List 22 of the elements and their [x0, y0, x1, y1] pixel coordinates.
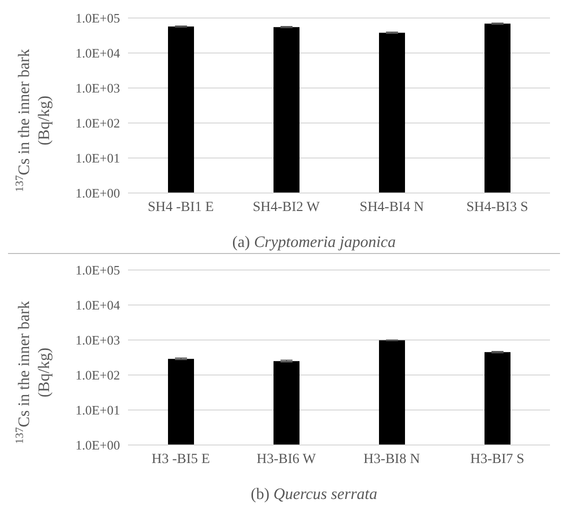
x-tick-label: H3-BI6 W — [256, 452, 317, 467]
x-tick-label: H3-BI7 S — [470, 452, 524, 467]
y-tick-label: 1.0E+01 — [75, 402, 120, 418]
y-tick-label: 1.0E+05 — [75, 262, 120, 278]
y-tick-label: 1.0E+04 — [75, 46, 120, 61]
y-tick-label: 1.0E+05 — [75, 10, 120, 26]
x-axis-title: (a) Cryptomeria japonica — [232, 234, 396, 251]
x-tick-label: H3-BI8 N — [364, 452, 420, 467]
x-axis-title: (b) Quercus serrata — [250, 486, 378, 503]
y-tick-label: 1.0E+04 — [75, 298, 120, 313]
y-tick-label: 1.0E+03 — [75, 80, 120, 96]
y-tick-label: 1.0E+02 — [75, 368, 120, 383]
y-tick-label: 1.0E+00 — [75, 186, 120, 201]
x-tick-label: SH4-BI4 N — [360, 200, 424, 215]
y-tick-label: 1.0E+00 — [75, 438, 120, 453]
y-tick-label: 1.0E+02 — [75, 116, 120, 131]
x-tick-label: SH4 -BI1 E — [148, 200, 214, 215]
x-tick-label: SH4-BI3 S — [466, 200, 528, 215]
y-tick-label: 1.0E+01 — [75, 150, 120, 166]
y-tick-label: 1.0E+03 — [75, 332, 120, 348]
x-tick-label: H3 -BI5 E — [152, 452, 210, 467]
x-tick-label: SH4-BI2 W — [252, 200, 321, 215]
